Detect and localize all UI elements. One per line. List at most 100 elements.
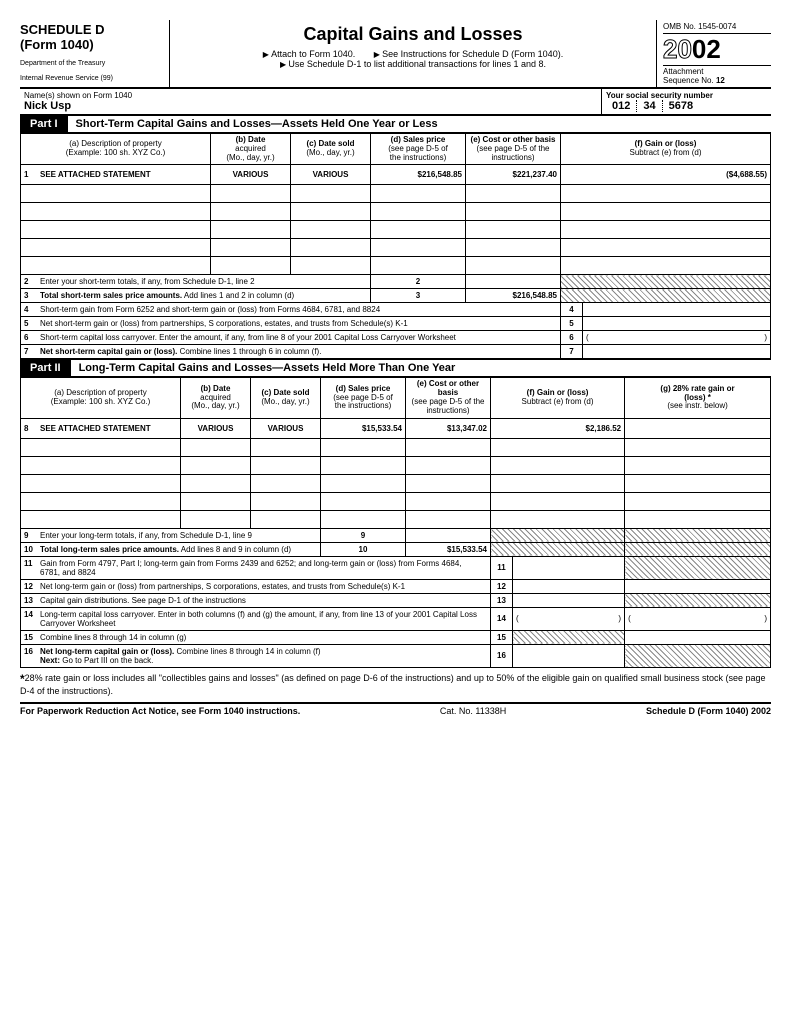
see-text: See Instructions for Schedule D (Form 10… <box>374 49 563 59</box>
part1-title: Short-Term Capital Gains and Losses—Asse… <box>76 118 438 130</box>
col-c: (c) Date sold(Mo., day, yr.) <box>291 134 371 165</box>
col-b2: (b) Dateacquired(Mo., day, yr.) <box>181 378 251 418</box>
blank <box>21 185 771 203</box>
line-11: 11Gain from Form 4797, Part I; long-term… <box>21 556 771 579</box>
seq-text: Sequence No. <box>663 76 714 85</box>
line9-desc: 9Enter your long-term totals, if any, fr… <box>21 528 321 542</box>
line7-val <box>583 345 771 359</box>
ssn-cell: Your social security number 012 34 5678 <box>601 89 771 114</box>
line5-box: 5 <box>561 317 583 331</box>
line12-box: 12 <box>491 579 513 593</box>
col-f: (f) Gain or (loss)Subtract (e) from (d) <box>561 134 771 165</box>
blank <box>21 474 771 492</box>
line-4: 4Short-term gain from Form 6252 and shor… <box>21 303 771 317</box>
seq: Attachment Sequence No. 12 <box>663 65 771 85</box>
line15-g <box>625 630 771 644</box>
blank <box>21 203 771 221</box>
header-left: SCHEDULE D (Form 1040) Department of the… <box>20 20 170 87</box>
line2-desc: 2Enter your short-term totals, if any, f… <box>21 275 371 289</box>
name-cell: Name(s) shown on Form 1040 Nick Usp <box>20 89 601 114</box>
line16-box: 16 <box>491 644 513 667</box>
line11-box: 11 <box>491 556 513 579</box>
row1-b: VARIOUS <box>211 165 291 185</box>
col-e2: (e) Cost or other basis(see page D-5 of … <box>406 378 491 418</box>
col-a2: (a) Description of property(Example: 100… <box>21 378 181 418</box>
form-title: Capital Gains and Losses <box>176 24 650 45</box>
blank <box>21 510 771 528</box>
line13-val <box>513 593 625 607</box>
col-a: (a) Description of property(Example: 100… <box>21 134 211 165</box>
shaded <box>625 556 771 579</box>
shaded <box>561 289 771 303</box>
line-9: 9Enter your long-term totals, if any, fr… <box>21 528 771 542</box>
line2-val <box>466 275 561 289</box>
bottom-left: For Paperwork Reduction Act Notice, see … <box>20 706 300 716</box>
col-c2: (c) Date sold(Mo., day, yr.) <box>251 378 321 418</box>
line10-box: 10 <box>321 542 406 556</box>
schedule-label: SCHEDULE D <box>20 22 163 37</box>
line3-val: $216,548.85 <box>466 289 561 303</box>
part1-table: (a) Description of property(Example: 100… <box>20 133 771 359</box>
shaded <box>625 644 771 667</box>
row1-f: ($4,688.55) <box>561 165 771 185</box>
row-1: 1SEE ATTACHED STATEMENT VARIOUS VARIOUS … <box>21 165 771 185</box>
ssn-nums: 012 34 5678 <box>606 100 767 112</box>
line-5: 5Net short-term gain or (loss) from part… <box>21 317 771 331</box>
row8-d: $15,533.54 <box>321 418 406 438</box>
blank <box>21 221 771 239</box>
line16-desc: 16Net long-term capital gain or (loss). … <box>21 644 491 667</box>
seq-no: 12 <box>716 76 725 85</box>
line16-val <box>513 644 625 667</box>
line6-desc: 6Short-term capital loss carryover. Ente… <box>21 331 561 345</box>
header-center: Capital Gains and Losses Attach to Form … <box>170 20 656 87</box>
row1-d: $216,548.85 <box>371 165 466 185</box>
row8-f: $2,186.52 <box>491 418 625 438</box>
line-15: 15Combine lines 8 through 14 in column (… <box>21 630 771 644</box>
line6-val <box>583 331 771 345</box>
name-value: Nick Usp <box>24 100 597 112</box>
col-g: (g) 28% rate gain or(loss) *(see instr. … <box>625 378 771 418</box>
irs: Internal Revenue Service (99) <box>20 75 163 82</box>
col-d2: (d) Sales price(see page D-5 ofthe instr… <box>321 378 406 418</box>
line9-val <box>406 528 491 542</box>
row1-c: VARIOUS <box>291 165 371 185</box>
line15-desc: 15Combine lines 8 through 14 in column (… <box>21 630 491 644</box>
line13-box: 13 <box>491 593 513 607</box>
line12-val <box>513 579 625 593</box>
line4-val <box>583 303 771 317</box>
line14-desc: 14Long-term capital loss carryover. Ente… <box>21 607 491 630</box>
shaded <box>625 528 771 542</box>
year-outline: 20 <box>663 34 692 64</box>
ssn1: 012 <box>606 100 636 112</box>
line10-val: $15,533.54 <box>406 542 491 556</box>
part2-colhead: (a) Description of property(Example: 100… <box>21 378 771 418</box>
blank <box>21 456 771 474</box>
form-label: (Form 1040) <box>20 37 163 52</box>
bottom-row: For Paperwork Reduction Act Notice, see … <box>20 706 771 716</box>
line7-desc: 7Net short-term capital gain or (loss). … <box>21 345 561 359</box>
row8-e: $13,347.02 <box>406 418 491 438</box>
line5-val <box>583 317 771 331</box>
line10-desc: 10Total long-term sales price amounts. A… <box>21 542 321 556</box>
used1-text: Use Schedule D-1 to list additional tran… <box>280 59 546 69</box>
footnote-text: 28% rate gain or loss includes all "coll… <box>20 673 766 696</box>
header-right: OMB No. 1545-0074 2002 Attachment Sequen… <box>656 20 771 87</box>
omb: OMB No. 1545-0074 <box>663 22 771 34</box>
line-2: 2Enter your short-term totals, if any, f… <box>21 275 771 289</box>
line11-desc: 11Gain from Form 4797, Part I; long-term… <box>21 556 491 579</box>
header-sub1: Attach to Form 1040. See Instructions fo… <box>176 49 650 59</box>
attach-text: Attach to Form 1040. <box>263 49 355 59</box>
line14-val <box>513 607 625 630</box>
line-7: 7Net short-term capital gain or (loss). … <box>21 345 771 359</box>
line3-box: 3 <box>371 289 466 303</box>
form-header: SCHEDULE D (Form 1040) Department of the… <box>20 20 771 89</box>
col-f2: (f) Gain or (loss)Subtract (e) from (d) <box>491 378 625 418</box>
line15-box: 15 <box>491 630 513 644</box>
year: 2002 <box>663 34 771 65</box>
ssn2: 34 <box>636 100 661 112</box>
ssn3: 5678 <box>662 100 699 112</box>
part2-title: Long-Term Capital Gains and Losses—Asset… <box>79 362 456 374</box>
row8-c: VARIOUS <box>251 418 321 438</box>
col-e: (e) Cost or other basis(see page D-5 of … <box>466 134 561 165</box>
part1-colhead: (a) Description of property(Example: 100… <box>21 134 771 165</box>
